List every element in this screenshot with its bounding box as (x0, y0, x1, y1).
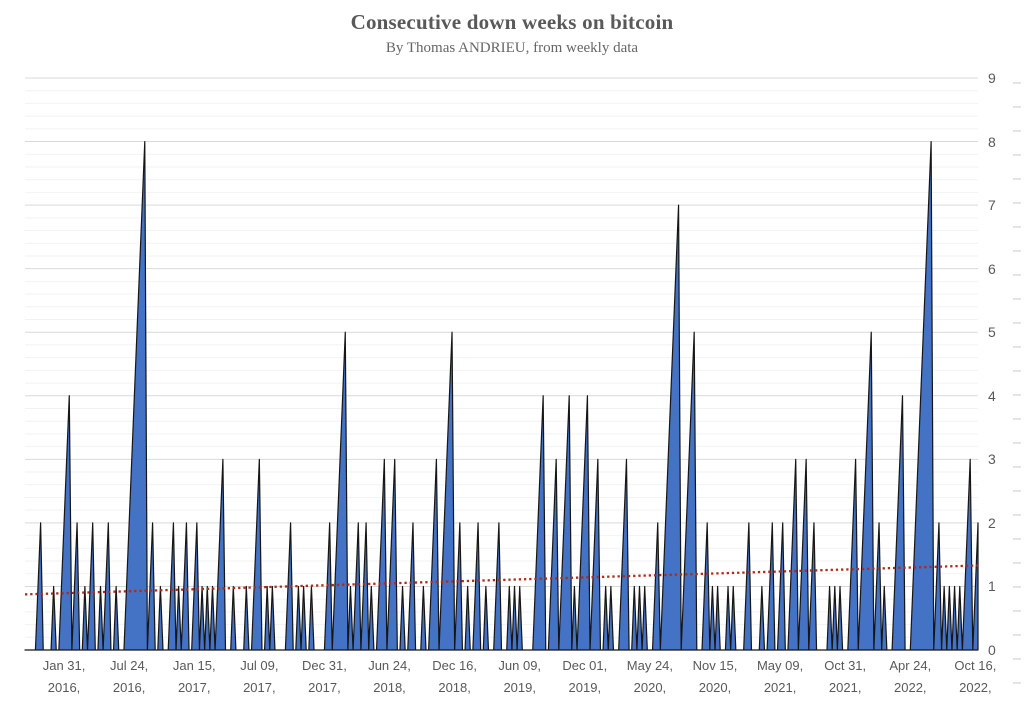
y-axis-tick-label: 1 (988, 578, 996, 595)
x-axis-tick-label: Jul 09, 2017, (240, 658, 279, 695)
x-axis-tick-label: Dec 16, 2018, (432, 658, 478, 695)
y-axis-tick-label: 0 (988, 642, 996, 658)
y-axis-tick-label: 6 (988, 260, 996, 277)
chart-subtitle: By Thomas ANDRIEU, from weekly data (385, 40, 639, 56)
y-axis-tick-label: 4 (988, 387, 996, 404)
x-axis-tick-label: Jan 31, 2016, (42, 658, 86, 695)
x-axis-tick-label: Jul 24, 2016, (109, 658, 149, 695)
y-axis-tick-label: 2 (988, 514, 996, 531)
x-axis-tick-label: Oct 31, 2021, (824, 658, 867, 695)
x-axis-tick-label: Dec 01, 2019, (562, 658, 608, 695)
chart-title: Consecutive down weeks on bitcoin (350, 10, 674, 34)
y-axis-tick-label: 8 (988, 133, 996, 150)
x-axis-tick-label: Jun 09, 2019, (498, 658, 542, 695)
x-axis-tick-label: May 24, 2020, (626, 658, 674, 695)
consecutive-down-weeks-area-series (24, 140, 979, 651)
x-axis-tick-label: Nov 15, 2020, (692, 658, 738, 695)
y-axis-tick-label: 3 (988, 451, 996, 468)
x-axis-tick-label: Dec 31, 2017, (302, 658, 347, 695)
y-axis-tick-label: 9 (988, 70, 996, 86)
x-axis-tick-label: Apr 24, 2022, (889, 658, 932, 695)
y-axis-tick-label: 5 (988, 324, 996, 341)
x-axis-tick-label: Jun 24, 2018, (368, 658, 411, 695)
x-axis-tick-label: May 09, 2021, (756, 658, 804, 695)
x-axis-tick-label: Jan 15, 2017, (172, 658, 216, 695)
x-axis-tick-label: Oct 16, 2022, (954, 658, 997, 695)
y-axis-tick-label: 7 (988, 197, 996, 214)
